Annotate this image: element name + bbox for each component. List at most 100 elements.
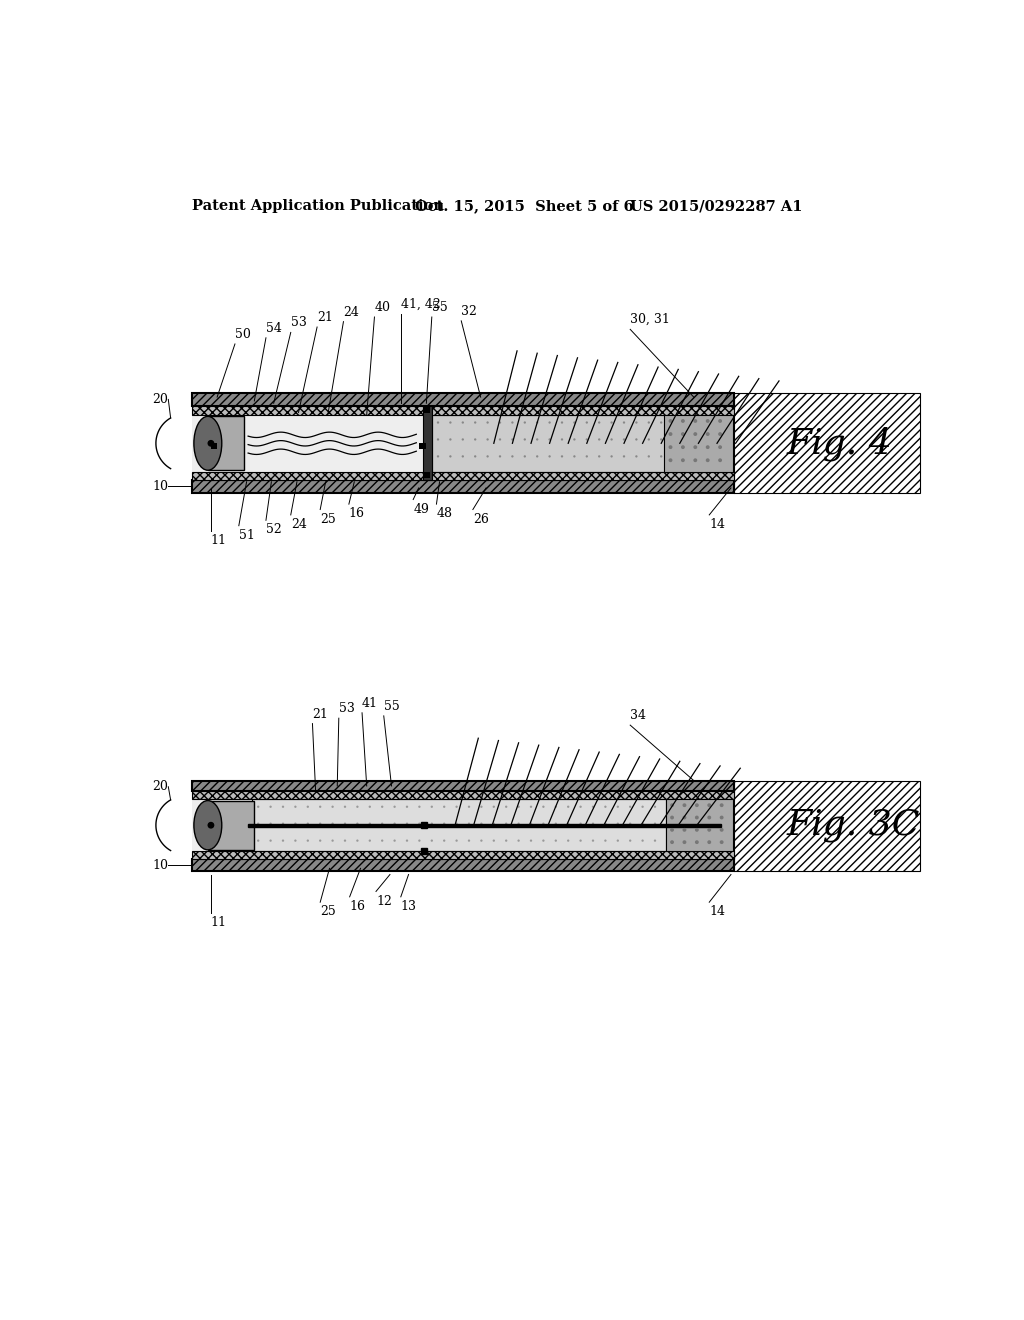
- Circle shape: [356, 840, 358, 842]
- Circle shape: [720, 841, 724, 843]
- Circle shape: [319, 822, 322, 825]
- Bar: [421, 822, 427, 829]
- Text: Fig. 4: Fig. 4: [786, 426, 893, 461]
- Circle shape: [654, 822, 656, 825]
- Circle shape: [269, 822, 271, 825]
- Circle shape: [294, 840, 297, 842]
- Bar: [191, 414, 734, 471]
- Circle shape: [369, 805, 371, 808]
- Circle shape: [480, 805, 482, 808]
- Circle shape: [708, 816, 712, 820]
- Circle shape: [660, 438, 663, 441]
- Circle shape: [356, 822, 358, 825]
- Circle shape: [523, 438, 526, 441]
- Circle shape: [381, 840, 383, 842]
- Circle shape: [710, 438, 712, 441]
- Circle shape: [706, 432, 710, 436]
- Circle shape: [708, 841, 712, 843]
- Circle shape: [561, 455, 563, 458]
- Circle shape: [543, 805, 545, 808]
- Text: 12: 12: [376, 895, 392, 908]
- Circle shape: [543, 822, 545, 825]
- Text: Oct. 15, 2015  Sheet 5 of 6: Oct. 15, 2015 Sheet 5 of 6: [415, 199, 634, 213]
- Text: 52: 52: [266, 524, 282, 536]
- Circle shape: [332, 840, 334, 842]
- Circle shape: [536, 455, 539, 458]
- Circle shape: [720, 816, 724, 820]
- Circle shape: [592, 805, 594, 808]
- Bar: [191, 393, 734, 407]
- Circle shape: [693, 432, 697, 436]
- Bar: [424, 407, 430, 412]
- Circle shape: [456, 840, 458, 842]
- Circle shape: [306, 805, 309, 808]
- Circle shape: [511, 455, 514, 458]
- Circle shape: [332, 805, 334, 808]
- Circle shape: [450, 421, 452, 424]
- Circle shape: [462, 421, 464, 424]
- Circle shape: [480, 822, 482, 825]
- Circle shape: [592, 822, 594, 825]
- Circle shape: [517, 840, 520, 842]
- Circle shape: [616, 805, 618, 808]
- Circle shape: [369, 822, 371, 825]
- Text: 41, 42: 41, 42: [400, 298, 440, 312]
- Circle shape: [673, 421, 675, 424]
- Circle shape: [718, 458, 722, 462]
- Bar: [248, 824, 721, 826]
- Circle shape: [561, 421, 563, 424]
- Circle shape: [580, 822, 582, 825]
- Text: 16: 16: [349, 900, 366, 913]
- Circle shape: [505, 822, 507, 825]
- Circle shape: [718, 432, 722, 436]
- Circle shape: [431, 840, 433, 842]
- Circle shape: [269, 805, 271, 808]
- Circle shape: [529, 822, 532, 825]
- Circle shape: [635, 438, 638, 441]
- Circle shape: [635, 421, 638, 424]
- Bar: [421, 849, 427, 854]
- Circle shape: [695, 828, 698, 832]
- Circle shape: [670, 804, 674, 807]
- Circle shape: [257, 822, 259, 825]
- Circle shape: [697, 438, 699, 441]
- Circle shape: [567, 822, 569, 825]
- Circle shape: [381, 805, 383, 808]
- Circle shape: [604, 840, 606, 842]
- Text: 20: 20: [153, 393, 168, 407]
- Circle shape: [710, 421, 712, 424]
- Circle shape: [549, 421, 551, 424]
- Bar: [191, 799, 734, 851]
- Text: 16: 16: [349, 507, 365, 520]
- Circle shape: [573, 421, 575, 424]
- Circle shape: [517, 822, 520, 825]
- Circle shape: [406, 840, 409, 842]
- Circle shape: [683, 804, 686, 807]
- Circle shape: [344, 822, 346, 825]
- Circle shape: [693, 445, 697, 449]
- Circle shape: [523, 455, 526, 458]
- Circle shape: [493, 822, 495, 825]
- Bar: [211, 444, 217, 449]
- Ellipse shape: [208, 822, 214, 828]
- Circle shape: [718, 445, 722, 449]
- Bar: [665, 414, 732, 471]
- Circle shape: [598, 455, 600, 458]
- Text: 30, 31: 30, 31: [630, 313, 670, 326]
- Circle shape: [681, 445, 685, 449]
- Circle shape: [319, 805, 322, 808]
- Text: 51: 51: [239, 529, 255, 541]
- Circle shape: [693, 418, 697, 422]
- Circle shape: [567, 805, 569, 808]
- Circle shape: [294, 822, 297, 825]
- Circle shape: [693, 458, 697, 462]
- Circle shape: [555, 805, 557, 808]
- Circle shape: [647, 455, 650, 458]
- Circle shape: [468, 822, 470, 825]
- Circle shape: [549, 438, 551, 441]
- Bar: [420, 444, 426, 449]
- Text: 55: 55: [384, 700, 399, 713]
- Circle shape: [616, 822, 618, 825]
- Circle shape: [722, 438, 724, 441]
- Circle shape: [610, 421, 612, 424]
